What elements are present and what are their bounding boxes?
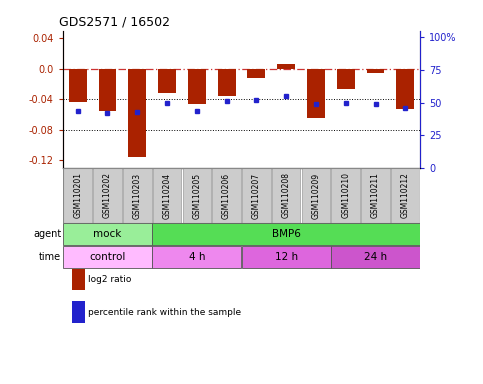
Bar	[242, 247, 331, 268]
Bar	[331, 168, 360, 223]
Text: GSM110206: GSM110206	[222, 172, 231, 218]
Text: GSM110210: GSM110210	[341, 172, 350, 218]
Bar	[152, 247, 242, 268]
Text: time: time	[39, 252, 61, 262]
Text: GSM110201: GSM110201	[73, 172, 82, 218]
Bar	[63, 168, 92, 223]
Bar	[153, 168, 181, 223]
Bar	[397, 69, 414, 109]
Bar	[123, 168, 152, 223]
Bar	[277, 63, 295, 69]
Bar	[152, 223, 420, 245]
Text: GSM110209: GSM110209	[312, 172, 320, 218]
Text: GSM110208: GSM110208	[282, 172, 291, 218]
Text: GSM110204: GSM110204	[163, 172, 171, 218]
Bar	[63, 247, 152, 268]
Text: 12 h: 12 h	[275, 252, 298, 262]
Bar	[213, 168, 241, 223]
Bar	[307, 69, 325, 119]
Text: GSM110212: GSM110212	[401, 172, 410, 218]
Bar	[158, 69, 176, 93]
Bar	[391, 168, 420, 223]
Bar	[272, 168, 300, 223]
Bar	[63, 223, 152, 245]
Text: 4 h: 4 h	[188, 252, 205, 262]
Bar	[99, 69, 116, 111]
Text: GSM110203: GSM110203	[133, 172, 142, 218]
Bar	[188, 69, 206, 104]
Bar	[247, 69, 265, 78]
Text: percentile rank within the sample: percentile rank within the sample	[88, 308, 241, 317]
Bar	[302, 168, 330, 223]
Text: agent: agent	[33, 230, 61, 240]
Text: control: control	[89, 252, 126, 262]
Text: mock: mock	[93, 230, 122, 240]
Text: GSM110211: GSM110211	[371, 172, 380, 218]
Bar	[69, 69, 86, 102]
Bar	[331, 247, 420, 268]
Text: GSM110202: GSM110202	[103, 172, 112, 218]
Text: 24 h: 24 h	[364, 252, 387, 262]
Bar	[93, 168, 122, 223]
Bar	[242, 168, 270, 223]
Bar	[128, 69, 146, 157]
Bar	[367, 69, 384, 73]
Bar	[337, 69, 355, 89]
Text: GSM110205: GSM110205	[192, 172, 201, 218]
Text: BMP6: BMP6	[272, 230, 300, 240]
Bar	[361, 168, 390, 223]
Text: GDS2571 / 16502: GDS2571 / 16502	[59, 15, 170, 28]
Bar	[183, 168, 211, 223]
Text: GSM110207: GSM110207	[252, 172, 261, 218]
Bar	[218, 69, 236, 96]
Text: log2 ratio: log2 ratio	[88, 275, 131, 284]
